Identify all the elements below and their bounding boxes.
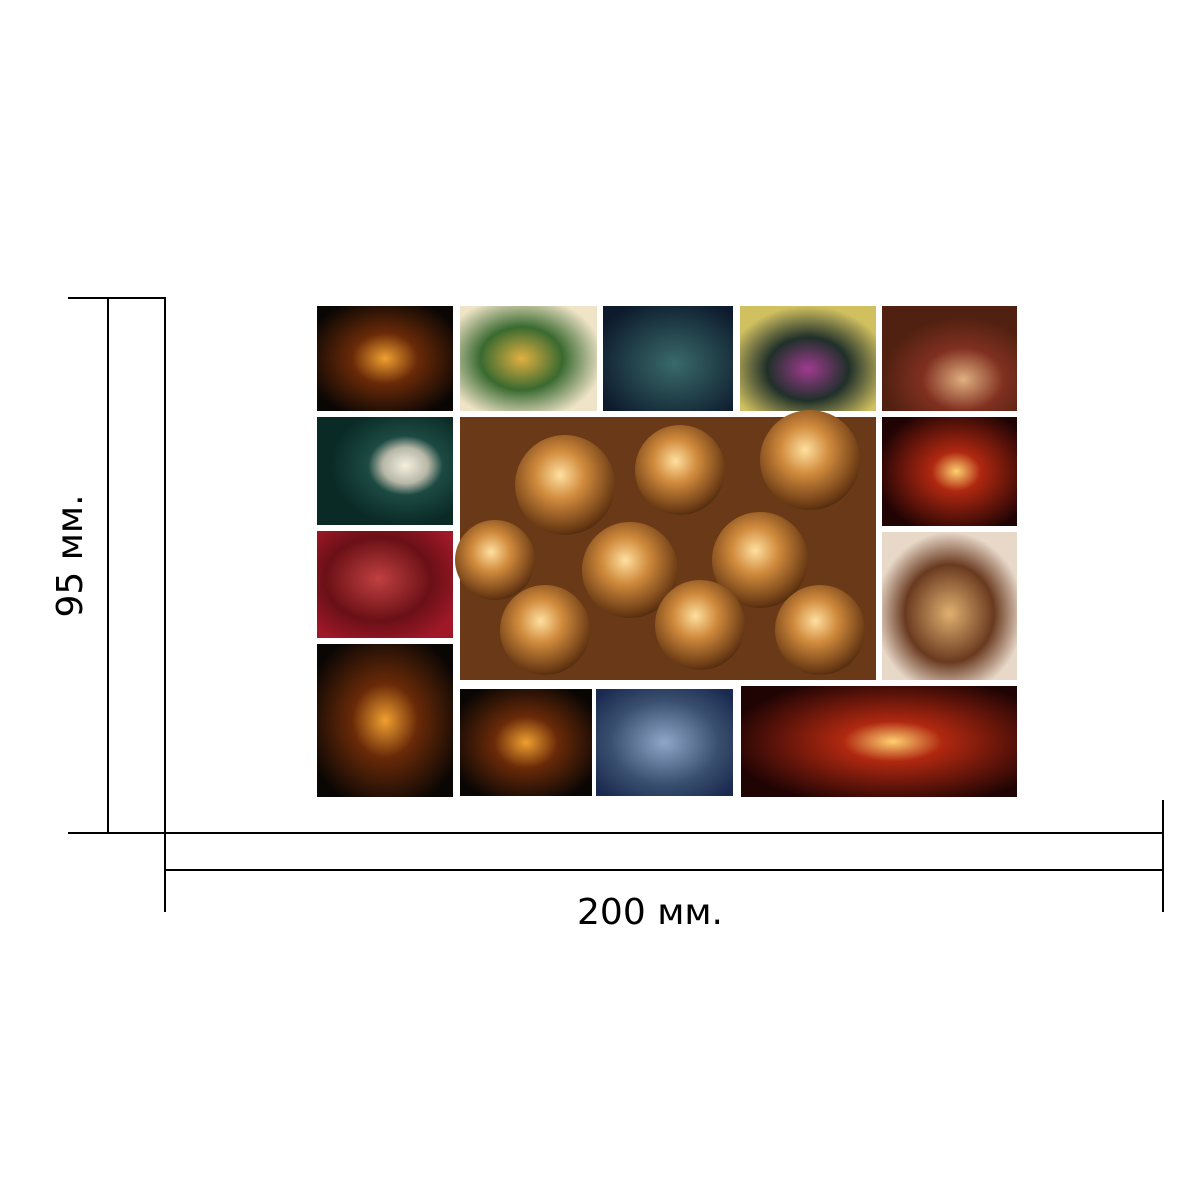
width-dimension: 200 мм.: [164, 800, 1164, 933]
photo-tile: [460, 689, 592, 796]
photo-tile: [317, 306, 453, 411]
photo-tile: [882, 417, 1017, 526]
collage: [317, 306, 1017, 797]
photo-tile: [882, 306, 1017, 411]
photo-tile: [317, 644, 453, 797]
photo-tile: [460, 306, 597, 411]
photo-tile: [741, 686, 1017, 797]
photo-tile: [882, 532, 1017, 680]
height-label: 95 мм.: [50, 494, 91, 617]
height-dimension: 95 мм.: [50, 297, 166, 834]
ornaments: [455, 410, 865, 675]
photo-tile: [317, 417, 453, 525]
photo-tile: [603, 306, 733, 411]
photo-tile: [317, 531, 453, 638]
photo-tile: [740, 306, 876, 411]
photo-tile: [596, 689, 733, 796]
width-label: 200 мм.: [577, 892, 723, 933]
